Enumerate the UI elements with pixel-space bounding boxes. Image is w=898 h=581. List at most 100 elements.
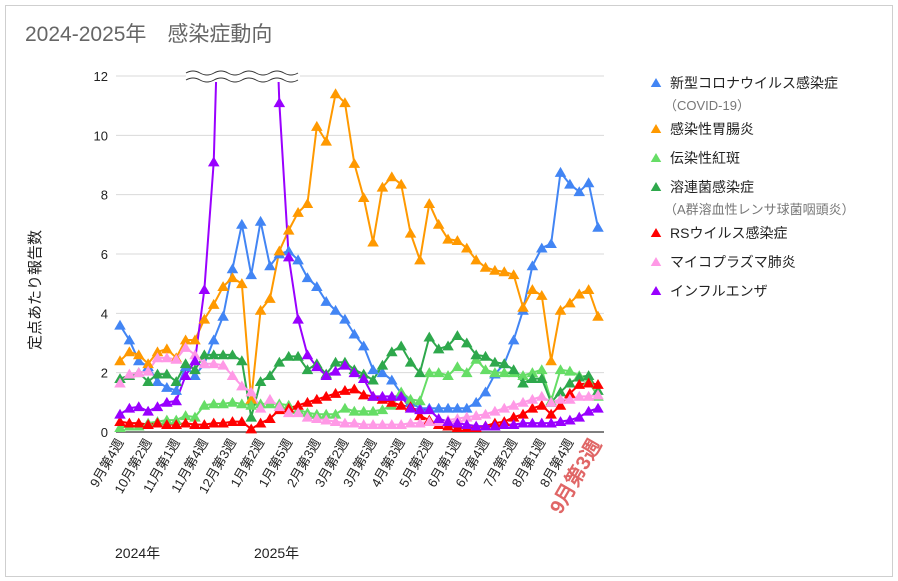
data-point-marker: [123, 417, 136, 428]
legend-label: 感染性胃腸炎: [670, 121, 754, 137]
data-point-marker: [301, 364, 314, 375]
data-point-marker: [151, 368, 164, 379]
data-point-marker: [414, 254, 426, 265]
data-point-marker: [132, 355, 145, 366]
data-point-marker: [414, 367, 426, 378]
data-point-marker: [320, 414, 332, 425]
data-point-marker: [179, 410, 192, 421]
data-point-marker: [207, 417, 220, 428]
data-point-marker: [236, 398, 248, 409]
legend-marker-triangle-icon: [650, 182, 662, 191]
data-point-marker: [507, 334, 520, 345]
data-point-marker: [198, 313, 211, 324]
data-point-marker: [545, 355, 557, 366]
data-point-marker: [479, 420, 492, 431]
data-point-marker: [339, 402, 351, 413]
data-point-marker: [432, 367, 445, 378]
data-point-marker: [554, 304, 567, 315]
data-point-marker: [339, 313, 351, 324]
data-point-marker: [592, 402, 604, 413]
data-point-marker: [423, 367, 436, 378]
data-point-marker: [517, 417, 529, 428]
data-point-marker: [526, 417, 539, 428]
data-point-marker: [592, 379, 604, 389]
data-point-marker: [161, 419, 173, 429]
data-point-marker: [517, 377, 529, 388]
data-point-marker: [245, 269, 257, 280]
data-point-marker: [376, 181, 389, 192]
data-point-marker: [442, 402, 454, 413]
data-point-marker: [217, 349, 229, 360]
data-point-marker: [395, 178, 407, 189]
data-point-marker: [357, 419, 370, 429]
data-point-marker: [226, 396, 239, 407]
data-point-marker: [498, 358, 511, 369]
data-point-marker: [451, 330, 464, 340]
series-line: [119, 358, 599, 429]
data-point-marker: [114, 377, 126, 388]
data-point-marker: [535, 290, 548, 300]
data-point-marker: [470, 420, 482, 431]
data-point-marker: [498, 367, 511, 378]
y-tick-labels: 0 2 4 6 8 10 12: [94, 69, 108, 440]
data-point-marker: [470, 410, 482, 421]
data-point-marker: [367, 419, 379, 429]
data-point-marker: [236, 380, 248, 391]
data-point-marker: [423, 404, 436, 415]
data-point-marker: [236, 278, 248, 289]
data-point-marker: [273, 97, 286, 108]
data-point-marker: [461, 402, 473, 413]
data-point-marker: [526, 393, 539, 404]
data-point-marker: [564, 414, 576, 425]
data-point-marker: [470, 254, 482, 265]
data-point-marker: [254, 215, 267, 226]
data-point-marker: [386, 396, 398, 407]
data-point-marker: [535, 417, 548, 428]
data-point-marker: [414, 410, 426, 421]
data-point-marker: [526, 402, 539, 413]
data-point-marker: [142, 365, 154, 376]
data-point-marker: [254, 376, 267, 386]
data-point-marker: [451, 361, 464, 372]
data-point-marker: [311, 393, 323, 404]
data-point-marker: [404, 393, 417, 404]
data-point-marker: [273, 401, 286, 412]
data-point-marker: [207, 156, 220, 167]
data-point-marker: [386, 374, 398, 385]
data-point-marker: [582, 370, 595, 381]
data-point-marker: [461, 367, 473, 378]
data-point-marker: [554, 386, 567, 397]
data-point-marker: [292, 407, 304, 418]
legend-marker-triangle-icon: [650, 286, 662, 295]
data-point-marker: [142, 405, 154, 416]
data-point-marker: [442, 416, 454, 427]
data-point-marker: [207, 398, 220, 409]
data-point-marker: [592, 389, 604, 400]
data-point-marker: [592, 221, 604, 232]
data-point-marker: [423, 198, 436, 208]
data-point-marker: [217, 310, 229, 321]
data-point-marker: [357, 192, 370, 203]
data-point-marker: [442, 370, 454, 381]
data-point-marker: [414, 395, 426, 406]
data-point-marker: [273, 245, 286, 256]
data-point-marker: [432, 218, 445, 229]
data-point-marker: [357, 340, 370, 351]
data-point-marker: [311, 120, 323, 131]
data-point-marker: [142, 358, 154, 369]
data-point-marker: [236, 355, 248, 366]
data-point-marker: [301, 411, 314, 422]
data-point-marker: [329, 387, 342, 398]
data-point-marker: [386, 171, 398, 182]
data-point-marker: [376, 367, 389, 378]
data-point-marker: [320, 370, 332, 381]
data-point-marker: [535, 399, 548, 410]
data-point-marker: [545, 408, 557, 419]
data-point-marker: [489, 367, 501, 378]
data-point-marker: [367, 390, 379, 401]
legend-sublabel: （COVID-19）: [664, 98, 750, 113]
data-point-marker: [357, 373, 370, 383]
data-point-marker: [451, 402, 464, 413]
data-point-marker: [573, 288, 586, 299]
data-point-marker: [292, 350, 304, 361]
